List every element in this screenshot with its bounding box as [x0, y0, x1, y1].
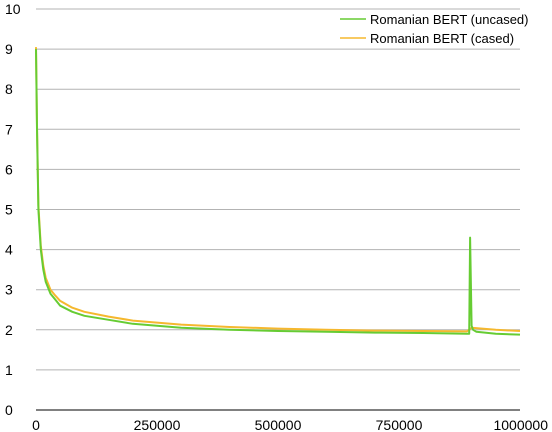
x-axis-ticks: 0 250000 500000 750000 1000000	[32, 417, 548, 432]
y-tick-label: 3	[5, 282, 13, 298]
x-tick-label: 250000	[134, 417, 181, 432]
y-tick-label: 1	[5, 362, 13, 378]
x-tick-label: 750000	[376, 417, 423, 432]
y-axis-ticks: 0 1 2 3 4 5 6 7 8 9 10	[5, 1, 21, 418]
y-tick-label: 7	[5, 121, 13, 137]
series-line-uncased	[35, 49, 521, 336]
legend-label: Romanian BERT (cased)	[370, 31, 514, 46]
series-line-cased	[35, 47, 521, 333]
y-tick-label: 5	[5, 202, 13, 218]
y-tick-label: 0	[5, 402, 13, 418]
y-tick-label: 10	[5, 1, 21, 17]
series-lines	[35, 47, 521, 336]
x-tick-label: 0	[32, 417, 40, 432]
y-tick-label: 9	[5, 41, 13, 57]
y-tick-label: 6	[5, 161, 13, 177]
grid-lines	[36, 8, 520, 371]
x-tick-label: 1000000	[493, 417, 548, 432]
y-tick-label: 2	[5, 322, 13, 338]
legend: Romanian BERT (uncased) Romanian BERT (ca…	[340, 12, 529, 46]
x-tick-label: 500000	[255, 417, 302, 432]
y-tick-label: 4	[5, 242, 13, 258]
legend-label: Romanian BERT (uncased)	[370, 12, 529, 27]
y-tick-label: 8	[5, 81, 13, 97]
